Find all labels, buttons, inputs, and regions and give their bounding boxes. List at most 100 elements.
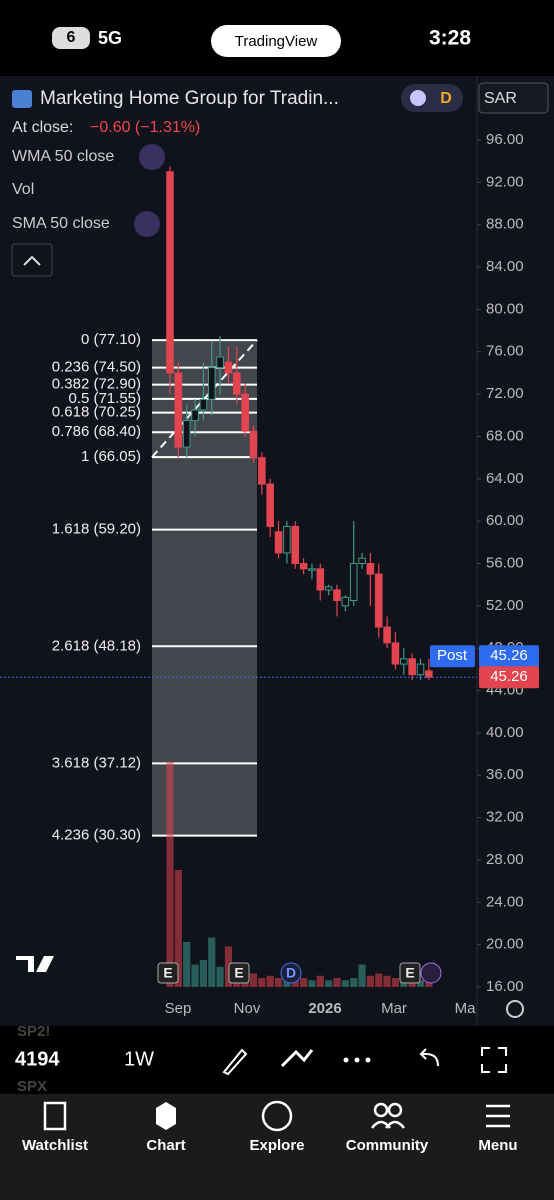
- network: 5G: [98, 28, 122, 48]
- post-price: 45.26: [490, 647, 528, 664]
- nav-bar: [0, 1094, 554, 1200]
- event-marker[interactable]: [157, 962, 179, 984]
- candle-body: [374, 573, 383, 628]
- nav-icon: [486, 1104, 510, 1128]
- candle-body: [391, 642, 400, 665]
- clock: 3:28: [429, 27, 471, 50]
- post-label: Post: [437, 647, 468, 664]
- symbol-next: SPX: [17, 1078, 47, 1095]
- candle-body: [166, 171, 174, 374]
- indicator[interactable]: Vol: [12, 181, 34, 198]
- volume-bar: [391, 978, 400, 987]
- candle-body: [258, 457, 266, 485]
- candle-body: [283, 525, 291, 554]
- currency-select[interactable]: [478, 82, 549, 114]
- candle-body: [299, 563, 308, 570]
- candle-body: [366, 563, 375, 575]
- nav-icon: [371, 1102, 405, 1129]
- candle-body: [349, 563, 358, 602]
- candle-body: [358, 557, 366, 564]
- candle-body: [249, 430, 258, 459]
- symbol-price[interactable]: 4194: [15, 1048, 60, 1070]
- last-price-tag: [479, 666, 539, 689]
- nav-label[interactable]: Chart: [146, 1137, 185, 1154]
- interval[interactable]: 1W: [124, 1048, 154, 1070]
- volume-bar: [333, 978, 341, 987]
- x-tick-label: 2026: [308, 1000, 341, 1017]
- y-tick-label: 72.00: [486, 385, 524, 402]
- candle-body: [266, 483, 274, 527]
- volume-bar: [366, 975, 374, 987]
- event-label: E: [405, 965, 414, 981]
- y-tick-label: 76.00: [486, 343, 524, 360]
- y-tick-label: 96.00: [486, 131, 524, 148]
- event-label: D: [286, 965, 296, 981]
- nav-icon: [156, 1102, 176, 1130]
- volume-bar: [358, 964, 366, 987]
- moon-icon: [410, 90, 426, 106]
- volume-bar: [325, 980, 333, 987]
- candle-body: [324, 586, 333, 591]
- draw-icon[interactable]: [222, 1048, 248, 1076]
- candle-body: [383, 626, 391, 644]
- symbol-icon: [12, 90, 32, 108]
- collapse-button[interactable]: [11, 243, 53, 277]
- volume-bar: [183, 942, 191, 987]
- volume-bar: [274, 978, 283, 987]
- volume-bar: [383, 975, 391, 987]
- volume-bar: [375, 973, 383, 987]
- dividend-marker[interactable]: [420, 962, 442, 984]
- y-tick-label: 20.00: [486, 936, 524, 953]
- candle-body: [333, 589, 341, 602]
- fib-label: 0.5 (71.55): [68, 390, 141, 407]
- candle-body: [400, 658, 408, 665]
- candle-body: [191, 409, 199, 422]
- event-marker[interactable]: [399, 962, 421, 984]
- candle-body: [408, 658, 416, 676]
- fib-area: [152, 340, 257, 836]
- y-tick-label: 80.00: [486, 300, 524, 317]
- nav-label[interactable]: Community: [346, 1137, 429, 1154]
- y-tick-label: 40.00: [486, 724, 524, 741]
- event-marker[interactable]: [280, 962, 302, 984]
- nav-icon: [261, 1100, 293, 1132]
- settings-icon[interactable]: [506, 1000, 524, 1018]
- volume-bar: [416, 980, 425, 987]
- last-price: 45.26: [490, 668, 528, 685]
- candle-body: [207, 367, 216, 400]
- app-name: TradingView: [235, 33, 318, 50]
- indicator[interactable]: SMA 50 close: [12, 215, 110, 232]
- indicator-toggle[interactable]: [139, 144, 165, 170]
- undo-icon[interactable]: [419, 1048, 439, 1067]
- candle-body: [174, 372, 183, 448]
- event-marker[interactable]: [228, 962, 250, 984]
- candle-body: [216, 356, 224, 369]
- fib-label: 4.236 (30.30): [52, 827, 141, 844]
- series: [151, 166, 433, 987]
- volume-bar: [308, 980, 316, 987]
- indicator-toggle[interactable]: [134, 211, 160, 237]
- more-icon[interactable]: [343, 1057, 371, 1063]
- indicator[interactable]: WMA 50 close: [12, 148, 114, 165]
- plot: 96.00 92.00 88.00 84.00 80.00 76.00 72.00 68.00…: [0, 76, 539, 1026]
- fib-label: 0.618 (70.25): [52, 404, 141, 421]
- candle-body: [224, 361, 233, 374]
- app-pill[interactable]: [211, 25, 341, 57]
- pattern-icon[interactable]: [280, 1049, 314, 1068]
- fib-label: 2.618 (48.18): [52, 637, 141, 654]
- event-label: E: [234, 965, 243, 981]
- nav-label[interactable]: Menu: [478, 1137, 517, 1154]
- nav-label[interactable]: Watchlist: [22, 1137, 88, 1154]
- candle-body: [241, 393, 249, 432]
- symbol-title[interactable]: Marketing Home Group for Tradin...: [40, 88, 339, 109]
- nav-label[interactable]: Explore: [249, 1137, 304, 1154]
- y-tick-label: 92.00: [486, 173, 524, 190]
- volume-bar: [224, 946, 233, 987]
- badge-text: 6: [67, 29, 76, 46]
- y-tick-label: 68.00: [486, 427, 524, 444]
- volume-bar: [300, 978, 308, 987]
- fullscreen-icon[interactable]: [481, 1047, 507, 1073]
- candle-body: [341, 596, 350, 607]
- y-tick-label: 16.00: [486, 978, 524, 995]
